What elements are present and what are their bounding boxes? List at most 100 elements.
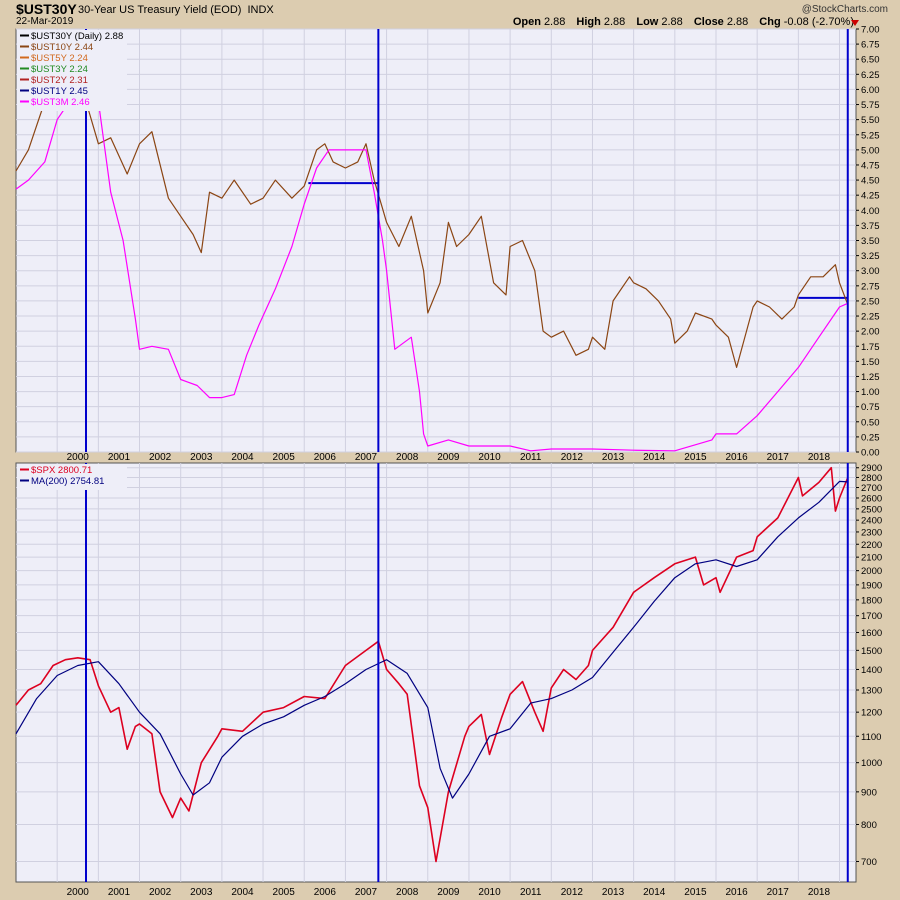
x-tick-label: 2006 bbox=[314, 452, 337, 463]
y-tick-label: 2000 bbox=[861, 566, 882, 577]
y-tick-label: 0.00 bbox=[861, 448, 880, 459]
y-tick-label: 800 bbox=[861, 820, 877, 831]
x-tick-label: 2005 bbox=[273, 887, 296, 898]
y-tick-label: 6.00 bbox=[861, 85, 880, 96]
x-tick-label: 2015 bbox=[684, 452, 707, 463]
low-value: 2.88 bbox=[661, 16, 683, 28]
legend-label: $SPX 2800.71 bbox=[31, 465, 92, 476]
plot-area bbox=[15, 462, 857, 883]
y-tick-label: 1000 bbox=[861, 758, 882, 769]
x-tick-label: 2001 bbox=[108, 887, 131, 898]
series-line-ust10y bbox=[15, 58, 849, 368]
x-tick-label: 2004 bbox=[231, 452, 254, 463]
x-tick-label: 2012 bbox=[561, 452, 584, 463]
open-label: Open bbox=[512, 16, 541, 28]
x-tick-label: 2005 bbox=[273, 452, 296, 463]
legend-label: $UST3M 2.46 bbox=[31, 97, 90, 108]
y-tick-label: 3.75 bbox=[861, 221, 880, 232]
series-line-spx bbox=[15, 466, 849, 863]
x-tick-label: 2008 bbox=[396, 452, 419, 463]
y-tick-label: 4.75 bbox=[861, 160, 880, 171]
y-tick-label: 2800 bbox=[861, 473, 882, 484]
close-value: 2.88 bbox=[726, 16, 749, 28]
y-tick-label: 1300 bbox=[861, 685, 882, 696]
panel-2: 2000 2001 2002 2003 2004 2005 2006 2007 2008 2009… bbox=[15, 462, 882, 898]
chg-label: Chg bbox=[759, 16, 781, 28]
y-tick-label: 900 bbox=[861, 787, 877, 798]
series-line-ma bbox=[15, 480, 848, 799]
y-tick-label: 6.50 bbox=[861, 55, 880, 66]
legend: $UST30Y (Daily) 2.88$UST10Y 2.44$UST5Y 2… bbox=[17, 30, 127, 111]
x-tick-label: 2016 bbox=[725, 452, 748, 463]
legend-background bbox=[17, 464, 127, 490]
y-tick-label: 2500 bbox=[861, 504, 882, 515]
y-tick-label: 4.25 bbox=[861, 191, 880, 202]
exchange-label: INDX bbox=[247, 4, 274, 16]
y-tick-label: 5.75 bbox=[861, 100, 880, 111]
chart-title-text: 30-Year US Treasury Yield (EOD) bbox=[78, 4, 242, 16]
chart-date: 22-Mar-2019 bbox=[16, 16, 74, 27]
y-tick-label: 5.00 bbox=[861, 145, 880, 156]
x-tick-label: 2002 bbox=[149, 452, 172, 463]
y-tick-label: 2600 bbox=[861, 493, 882, 504]
high-label: High bbox=[576, 16, 601, 28]
y-tick-label: 2400 bbox=[861, 516, 882, 527]
y-tick-label: 2700 bbox=[861, 483, 882, 494]
x-tick-label: 2003 bbox=[190, 887, 213, 898]
y-tick-label: 0.75 bbox=[861, 402, 880, 413]
x-tick-label: 2018 bbox=[808, 887, 831, 898]
x-tick-label: 2016 bbox=[725, 887, 748, 898]
symbol-label: $UST30Y bbox=[16, 1, 77, 17]
down-arrow-icon bbox=[851, 20, 859, 26]
chart-title: 30-Year US Treasury Yield (EOD) INDX bbox=[78, 4, 274, 16]
x-tick-label: 2009 bbox=[437, 887, 460, 898]
y-tick-label: 5.25 bbox=[861, 130, 880, 141]
y-tick-label: 5.50 bbox=[861, 115, 880, 126]
x-tick-label: 2013 bbox=[602, 887, 625, 898]
x-tick-label: 2010 bbox=[478, 887, 501, 898]
y-tick-label: 1600 bbox=[861, 628, 882, 639]
brand-watermark: @StockCharts.com bbox=[801, 4, 888, 15]
x-tick-label: 2001 bbox=[108, 452, 131, 463]
y-tick-label: 1.75 bbox=[861, 342, 880, 353]
y-tick-label: 3.25 bbox=[861, 251, 880, 262]
legend-label: MA(200) 2754.81 bbox=[31, 476, 104, 487]
x-tick-label: 2000 bbox=[67, 887, 90, 898]
y-tick-label: 1700 bbox=[861, 611, 882, 622]
legend-label: $UST10Y 2.44 bbox=[31, 42, 93, 53]
y-tick-label: 6.75 bbox=[861, 40, 880, 51]
x-tick-label: 2014 bbox=[643, 887, 666, 898]
high-value: 2.88 bbox=[603, 16, 626, 28]
x-tick-label: 2018 bbox=[808, 452, 831, 463]
y-tick-label: 2.50 bbox=[861, 296, 880, 307]
x-tick-label: 2011 bbox=[520, 452, 542, 463]
y-tick-label: 0.25 bbox=[861, 432, 880, 443]
y-tick-label: 2.25 bbox=[861, 312, 880, 323]
y-tick-label: 1800 bbox=[861, 595, 882, 606]
y-tick-label: 2900 bbox=[861, 463, 882, 474]
x-tick-label: 2010 bbox=[478, 452, 501, 463]
x-tick-label: 2004 bbox=[231, 887, 254, 898]
y-tick-label: 2.00 bbox=[861, 327, 880, 338]
x-tick-label: 2017 bbox=[767, 887, 790, 898]
y-tick-label: 0.50 bbox=[861, 417, 880, 428]
y-tick-label: 4.50 bbox=[861, 176, 880, 187]
x-tick-label: 2012 bbox=[561, 887, 584, 898]
x-tick-label: 2009 bbox=[437, 452, 460, 463]
x-tick-label: 2015 bbox=[684, 887, 707, 898]
y-tick-label: 1500 bbox=[861, 646, 882, 657]
x-tick-label: 2007 bbox=[355, 452, 378, 463]
x-tick-label: 2003 bbox=[190, 452, 213, 463]
open-value: 2.88 bbox=[543, 16, 566, 28]
x-tick-label: 2000 bbox=[67, 452, 90, 463]
x-tick-label: 2017 bbox=[767, 452, 790, 463]
y-tick-label: 2200 bbox=[861, 540, 882, 551]
panel-1: 2000 2001 2002 2003 2004 2005 2006 2007 2008 2009… bbox=[15, 25, 880, 463]
legend-label: $UST3Y 2.24 bbox=[31, 64, 88, 75]
x-tick-label: 2014 bbox=[643, 452, 666, 463]
x-tick-label: 2013 bbox=[602, 452, 625, 463]
y-tick-label: 2.75 bbox=[861, 281, 880, 292]
low-label: Low bbox=[636, 16, 659, 28]
